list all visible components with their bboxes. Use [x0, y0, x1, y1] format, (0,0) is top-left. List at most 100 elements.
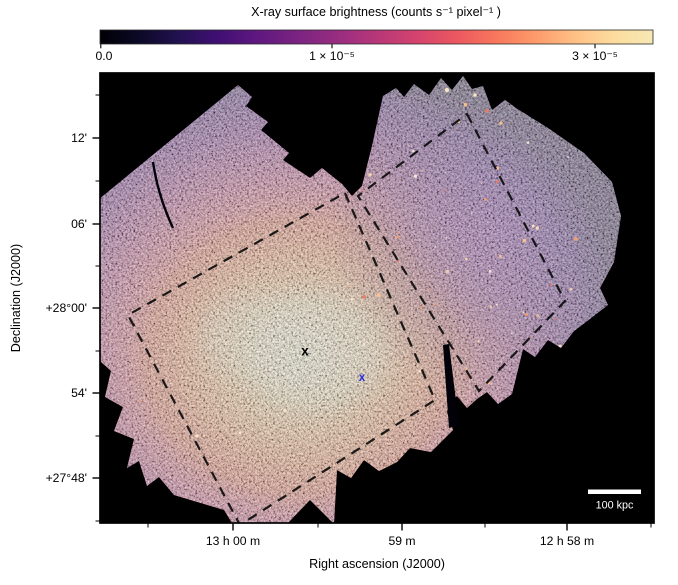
point-source [445, 237, 447, 239]
scale-bar [588, 489, 641, 494]
point-source [569, 287, 573, 291]
point-source [396, 260, 399, 263]
bright-point-source [531, 224, 535, 228]
point-source [439, 363, 441, 365]
point-source [489, 305, 493, 309]
point-source [413, 174, 418, 178]
point-source [63, 416, 65, 418]
chip-gap-line [151, 161, 175, 229]
point-source [477, 340, 480, 343]
point-source [530, 336, 532, 338]
bright-point-source [444, 87, 450, 93]
point-source [408, 145, 410, 147]
colorbar-tick-label: 1 × 10⁻⁵ [309, 49, 355, 63]
point-source [445, 270, 450, 274]
x-tick-label: 12 h 58 m [540, 534, 594, 548]
point-source [488, 270, 492, 273]
y-tick-label: 12' [71, 131, 87, 145]
bright-point-source [195, 434, 199, 438]
point-source [526, 141, 530, 144]
point-source [511, 332, 513, 335]
x-tick-label: 13 h 00 m [206, 534, 260, 548]
point-source [455, 127, 457, 129]
x-tick-label: 59 m [388, 534, 415, 548]
point-source [395, 235, 399, 239]
point-source [348, 235, 351, 237]
secondary-center-marker: x [359, 372, 366, 384]
point-source [463, 102, 468, 107]
bottom-notch [288, 500, 333, 523]
point-source [495, 180, 499, 184]
y-tick-label: 06' [71, 217, 87, 231]
point-source [412, 149, 415, 153]
x-axis-label: Right ascension (J2000) [309, 557, 445, 571]
y-tick-label: 54' [71, 386, 87, 400]
point-source [465, 257, 468, 261]
point-source [420, 169, 423, 172]
colorbar-title: X-ray surface brightness (counts s⁻¹ pix… [251, 5, 501, 19]
fov-box-west [356, 112, 567, 393]
bright-point-source [418, 369, 422, 373]
point-source [94, 460, 97, 463]
chip-gap-wedge [443, 344, 459, 428]
point-source [397, 232, 399, 235]
point-source [139, 399, 142, 402]
fov-box-east [126, 191, 437, 523]
point-source [147, 481, 150, 483]
bright-point-source [558, 344, 562, 348]
y-tick-label: +28°00' [46, 301, 87, 315]
bright-point-source [350, 297, 354, 301]
y-tick-label: +27°48' [46, 471, 87, 485]
point-source [549, 283, 553, 287]
point-source [574, 237, 578, 241]
point-source [540, 207, 542, 209]
colorbar-tick-label: 0.0 [96, 49, 113, 63]
point-source [480, 182, 483, 185]
bright-point-source [473, 93, 477, 97]
point-source [465, 367, 468, 370]
point-source [349, 285, 352, 288]
point-source [443, 189, 446, 192]
bright-point-source [362, 342, 366, 346]
point-source [496, 166, 500, 170]
point-source [484, 198, 487, 201]
point-source [522, 238, 527, 243]
point-source [362, 295, 367, 299]
point-source [422, 552, 424, 554]
point-source [347, 196, 350, 198]
bright-point-source [238, 431, 242, 435]
point-source [434, 297, 436, 300]
point-source [419, 305, 423, 309]
point-source [169, 382, 172, 385]
point-source [471, 212, 473, 215]
point-source [536, 314, 540, 318]
point-source [377, 293, 381, 298]
point-source [495, 303, 498, 306]
point-source [81, 419, 83, 421]
primary-center-marker: x [301, 344, 309, 359]
colorbar-ticks: 0.0 1 × 10⁻⁵ 3 × 10⁻⁵ [96, 44, 618, 63]
bright-point-source [283, 408, 287, 412]
point-source [485, 109, 489, 113]
point-source [522, 311, 525, 314]
point-source [435, 303, 438, 306]
point-source [499, 121, 503, 125]
point-source [567, 156, 569, 158]
markers: xx [301, 344, 366, 385]
colorbar-tick-label: 3 × 10⁻⁵ [572, 49, 618, 63]
plot-frame [99, 72, 655, 524]
point-source [555, 318, 557, 320]
point-source [525, 313, 528, 316]
point-source [180, 528, 183, 531]
colorbar [99, 29, 654, 45]
axis-ticks: 13 h 00 m 59 m 12 h 58 m 12' 06' +28°00' 54' +2… [46, 94, 652, 548]
point-source [434, 245, 437, 247]
y-axis-label: Declination (J2000) [9, 244, 23, 353]
point-source [47, 345, 49, 347]
point-source [429, 288, 431, 291]
scale-bar-label: 100 kpc [596, 500, 634, 512]
point-source [108, 338, 111, 340]
point-source [399, 238, 401, 240]
